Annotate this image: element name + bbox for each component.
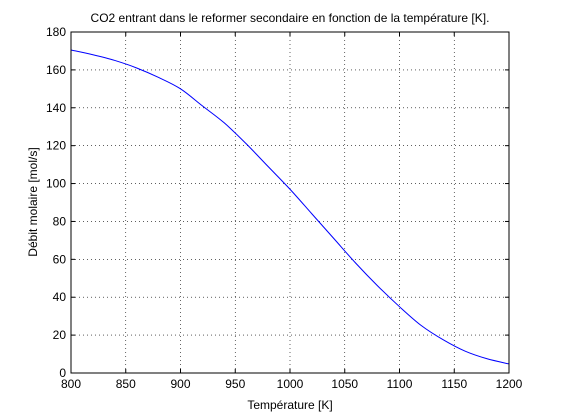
- series-layer: [70, 49, 510, 365]
- y-tick-label: 100: [46, 177, 66, 191]
- x-tick-label: 1100: [387, 377, 413, 391]
- x-tick-label: 1050: [331, 377, 358, 391]
- chart-title: CO2 entrant dans le reformer secondaire …: [91, 11, 490, 25]
- y-tick-label: 160: [46, 63, 66, 77]
- x-tick-label: 800: [61, 377, 81, 391]
- y-tick-label: 20: [53, 328, 67, 342]
- y-tick-label: 140: [46, 101, 66, 115]
- plot-area: [71, 32, 509, 373]
- y-tick-label: 80: [53, 214, 67, 228]
- x-tick-label: 900: [170, 377, 190, 391]
- x-tick-label: 1000: [277, 377, 304, 391]
- y-axis: 0 20 40 60 80 100 120 140 160 180: [46, 25, 509, 380]
- x-tick-label: 1200: [496, 377, 523, 391]
- y-tick-label: 0: [59, 366, 66, 380]
- y-tick-label: 60: [53, 252, 67, 266]
- y-tick-label: 180: [46, 25, 66, 39]
- x-axis-label: Température [K]: [247, 398, 332, 412]
- y-tick-label: 40: [53, 290, 67, 304]
- x-tick-label: 850: [116, 377, 136, 391]
- y-axis-label: Débit molaire [mol/s]: [26, 147, 40, 256]
- x-axis: 800 850 900 950 1000 1050 1100 1150 1200: [61, 32, 523, 391]
- y-tick-label: 120: [46, 139, 66, 153]
- x-tick-label: 1150: [441, 377, 467, 391]
- x-tick-label: 950: [225, 377, 245, 391]
- series-line: [70, 49, 510, 365]
- grid-lines: [71, 32, 509, 373]
